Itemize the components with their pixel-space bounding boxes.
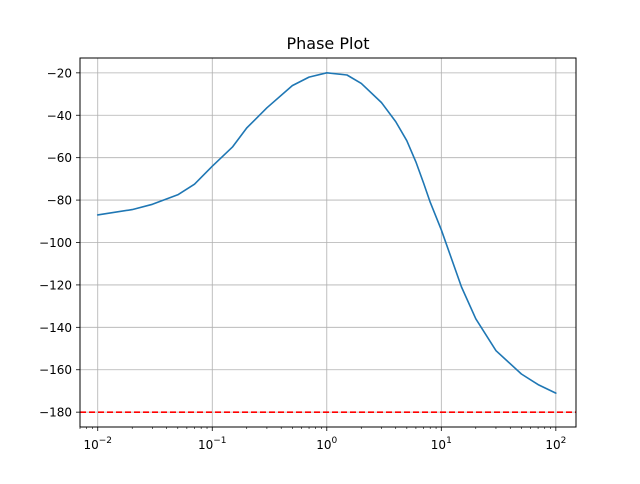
- x-tick-label-base: 10: [316, 438, 331, 452]
- y-tick-label: −100: [39, 236, 72, 250]
- x-tick-label-exponent: −2: [99, 436, 112, 446]
- x-tick-label-base: 10: [83, 438, 98, 452]
- x-tick-label: 10−1: [198, 436, 227, 452]
- x-tick-label-exponent: 0: [332, 436, 338, 446]
- grid-layer: [80, 58, 576, 427]
- x-tick-label: 10−2: [83, 436, 112, 452]
- x-tick-label-exponent: 2: [561, 436, 567, 446]
- x-tick-label-base: 10: [545, 438, 560, 452]
- x-tick-label: 100: [316, 436, 337, 452]
- phase-series-line: [96, 72, 557, 394]
- chart-title: Phase Plot: [286, 34, 369, 53]
- y-tick-label: −120: [39, 278, 72, 292]
- y-tick-label: −160: [39, 363, 72, 377]
- y-tick-label: −140: [39, 321, 72, 335]
- y-tick-label: −20: [47, 66, 72, 80]
- x-tick-label-base: 10: [198, 438, 213, 452]
- x-tick-label-base: 10: [431, 438, 446, 452]
- y-tick-label: −180: [39, 406, 72, 420]
- x-tick-label: 101: [431, 436, 452, 452]
- tick-layer: 10−2 10−1 100 101 102−20−40−60−80−100−120−14…: [39, 66, 566, 452]
- y-tick-label: −40: [47, 109, 72, 123]
- x-tick-label-exponent: 1: [446, 436, 452, 446]
- series-layer: [96, 72, 557, 394]
- x-tick-label: 102: [545, 436, 566, 452]
- y-tick-label: −80: [47, 194, 72, 208]
- y-tick-label: −60: [47, 151, 72, 165]
- x-tick-label-exponent: −1: [213, 436, 226, 446]
